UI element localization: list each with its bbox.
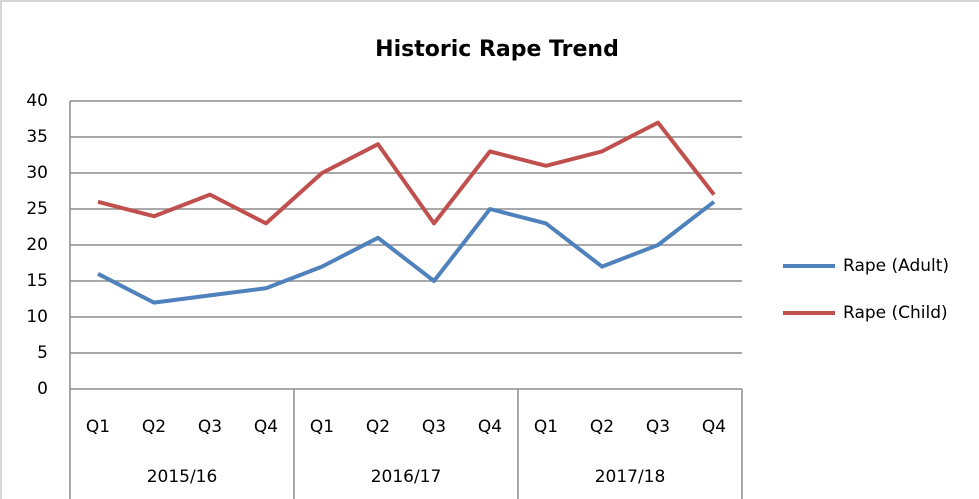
x-tick-label: Q2	[590, 417, 614, 437]
series-line	[97, 120, 716, 226]
x-tick-label: Q3	[198, 417, 222, 437]
y-tick-label: 25	[26, 199, 48, 219]
x-tick-label: Q2	[142, 417, 166, 437]
x-tick-label: Q4	[478, 417, 502, 437]
x-tick-label: Q2	[366, 417, 390, 437]
y-tick-label: 20	[26, 235, 48, 255]
x-tick-label: Q4	[702, 417, 726, 437]
legend-label: Rape (Child)	[843, 303, 948, 323]
y-tick-label: 40	[26, 91, 48, 111]
y-tick-label: 0	[37, 379, 48, 399]
x-tick-label: Q4	[254, 417, 278, 437]
chart-title: Historic Rape Trend	[375, 37, 619, 62]
y-tick-label: 35	[26, 127, 48, 147]
x-tick-label: Q1	[534, 417, 558, 437]
y-tick-label: 30	[26, 163, 48, 183]
x-tick-label: Q1	[310, 417, 334, 437]
x-tick-label: Q3	[646, 417, 670, 437]
x-tick-label: Q3	[422, 417, 446, 437]
y-tick-label: 15	[26, 271, 48, 291]
x-tick-label: Q1	[86, 417, 110, 437]
series-line	[97, 200, 716, 305]
y-tick-label: 10	[26, 307, 48, 327]
y-tick-label: 5	[37, 343, 48, 363]
legend-label: Rape (Adult)	[843, 256, 949, 276]
group-label: 2017/18	[595, 467, 666, 487]
group-label: 2015/16	[147, 467, 218, 487]
group-label: 2016/17	[371, 467, 442, 487]
